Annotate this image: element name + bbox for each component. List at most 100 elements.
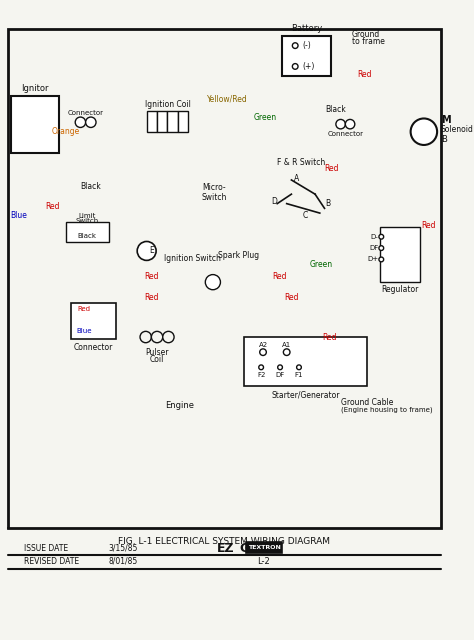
Text: Orange: Orange xyxy=(52,127,81,136)
Bar xyxy=(282,36,331,76)
Circle shape xyxy=(346,120,355,129)
Text: D+: D+ xyxy=(367,257,378,262)
Text: Blue: Blue xyxy=(76,328,92,334)
Text: Coil: Coil xyxy=(150,355,164,364)
Circle shape xyxy=(137,241,156,260)
Circle shape xyxy=(278,365,283,370)
Circle shape xyxy=(292,63,298,69)
Circle shape xyxy=(379,246,383,250)
Text: A: A xyxy=(293,173,299,182)
Text: C: C xyxy=(303,211,308,220)
Bar xyxy=(11,96,59,152)
Text: Connector: Connector xyxy=(67,110,103,116)
Text: A2: A2 xyxy=(258,342,268,348)
Bar xyxy=(8,29,441,528)
Text: Red: Red xyxy=(272,272,286,281)
Text: Black: Black xyxy=(81,182,101,191)
Text: Starter/Generator: Starter/Generator xyxy=(271,390,340,399)
Text: Limit: Limit xyxy=(78,213,96,219)
Text: Switch: Switch xyxy=(201,193,227,202)
Circle shape xyxy=(336,120,346,129)
Text: D-: D- xyxy=(371,234,378,240)
Text: Solenoid: Solenoid xyxy=(441,125,474,134)
Bar xyxy=(178,111,188,132)
Text: EZ: EZ xyxy=(217,541,235,554)
Bar xyxy=(246,542,282,553)
Bar xyxy=(380,227,420,282)
Text: Red: Red xyxy=(357,70,372,79)
Text: GO: GO xyxy=(239,541,260,554)
Text: Red: Red xyxy=(144,292,159,302)
Circle shape xyxy=(292,43,298,49)
Text: DF: DF xyxy=(275,372,285,378)
Bar xyxy=(157,111,167,132)
Text: to frame: to frame xyxy=(352,37,385,46)
Text: Engine: Engine xyxy=(165,401,194,410)
Text: Green: Green xyxy=(310,260,333,269)
Bar xyxy=(167,111,178,132)
Text: A1: A1 xyxy=(282,342,292,348)
Text: Ignition Coil: Ignition Coil xyxy=(145,100,191,109)
Circle shape xyxy=(140,332,151,342)
Text: Green: Green xyxy=(254,113,276,122)
Text: B: B xyxy=(325,199,330,208)
Text: (Engine housing to frame): (Engine housing to frame) xyxy=(341,406,432,413)
Text: Red: Red xyxy=(144,272,159,281)
Text: DF: DF xyxy=(369,245,378,251)
Text: F1: F1 xyxy=(295,372,303,378)
Text: REVISED DATE: REVISED DATE xyxy=(24,557,79,566)
Text: Spark Plug: Spark Plug xyxy=(218,251,259,260)
Bar xyxy=(90,306,327,401)
Bar xyxy=(71,303,117,339)
Text: F2: F2 xyxy=(257,372,265,378)
Text: Battery: Battery xyxy=(291,24,322,33)
Text: Yellow/Red: Yellow/Red xyxy=(207,94,247,103)
Text: Connector: Connector xyxy=(328,131,364,136)
Circle shape xyxy=(259,365,264,370)
Text: L-2: L-2 xyxy=(257,557,270,566)
Circle shape xyxy=(283,349,290,355)
Text: E: E xyxy=(149,246,154,255)
Text: Red: Red xyxy=(322,333,337,342)
Circle shape xyxy=(379,234,383,239)
Text: Regulator: Regulator xyxy=(382,285,419,294)
Text: Ground: Ground xyxy=(352,30,380,39)
Circle shape xyxy=(163,332,174,342)
Text: Red: Red xyxy=(324,164,338,173)
Circle shape xyxy=(260,349,266,355)
Circle shape xyxy=(151,332,163,342)
Circle shape xyxy=(86,117,96,127)
Text: D: D xyxy=(272,197,277,206)
Circle shape xyxy=(297,365,301,370)
Bar xyxy=(146,111,157,132)
Bar xyxy=(66,221,109,243)
Text: F & R Switch: F & R Switch xyxy=(277,159,325,168)
Text: Blue: Blue xyxy=(10,211,27,220)
Text: (+): (+) xyxy=(303,62,315,71)
Circle shape xyxy=(379,257,383,262)
Text: Switch: Switch xyxy=(75,218,99,223)
Text: Red: Red xyxy=(284,292,299,302)
Text: Black: Black xyxy=(326,104,346,113)
Text: Red: Red xyxy=(421,221,436,230)
Text: Red: Red xyxy=(45,202,59,211)
Text: Ignitor: Ignitor xyxy=(21,84,49,93)
Text: (-): (-) xyxy=(303,41,311,50)
Text: Red: Red xyxy=(78,306,91,312)
Text: B: B xyxy=(441,135,447,144)
Bar xyxy=(235,170,367,227)
Text: Black: Black xyxy=(78,233,97,239)
Text: Ground Cable: Ground Cable xyxy=(341,398,393,407)
Text: 8/01/85: 8/01/85 xyxy=(109,557,138,566)
Bar xyxy=(244,337,367,386)
Text: ISSUE DATE: ISSUE DATE xyxy=(24,543,68,552)
Text: Connector: Connector xyxy=(74,343,113,352)
Text: Pulser: Pulser xyxy=(146,348,169,356)
Text: Micro-: Micro- xyxy=(202,183,226,192)
Circle shape xyxy=(205,275,220,290)
Circle shape xyxy=(75,117,86,127)
Circle shape xyxy=(410,118,437,145)
Text: Ignition Switch: Ignition Switch xyxy=(164,254,220,263)
Text: FIG. L-1 ELECTRICAL SYSTEM WIRING DIAGRAM: FIG. L-1 ELECTRICAL SYSTEM WIRING DIAGRA… xyxy=(118,537,330,546)
Text: TEXTRON: TEXTRON xyxy=(247,545,281,550)
